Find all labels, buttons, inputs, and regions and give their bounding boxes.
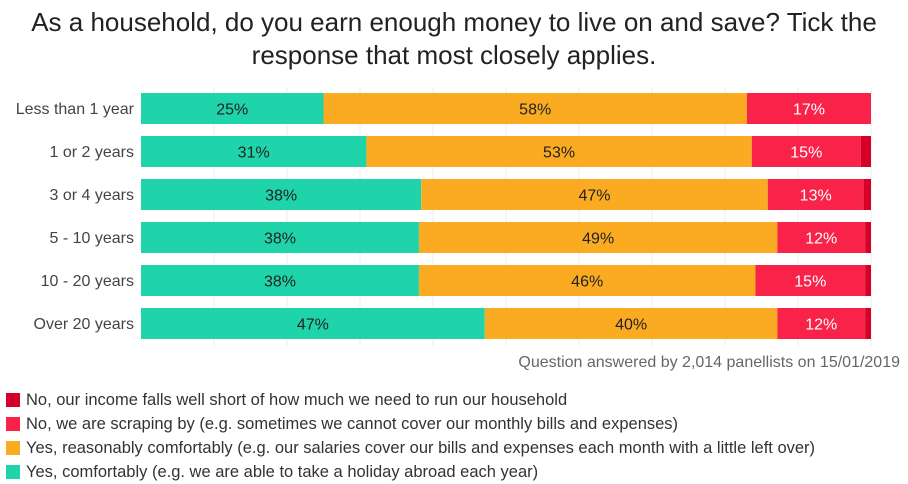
- data-label: 15%: [790, 145, 822, 162]
- data-label: 47%: [578, 188, 610, 205]
- bar-segment: [421, 179, 768, 210]
- bar-segment: [141, 308, 485, 339]
- bar-segment: [865, 222, 871, 253]
- bar-segment: [746, 93, 871, 124]
- legend-swatch: [6, 417, 20, 431]
- data-label: 38%: [264, 231, 296, 248]
- bar-segment: [777, 308, 866, 339]
- data-label: 13%: [800, 188, 832, 205]
- bar-segment: [751, 136, 861, 167]
- data-label: 12%: [805, 231, 837, 248]
- bar-segment: [863, 179, 871, 210]
- bar-segment: [418, 222, 778, 253]
- category-label: 10 - 20 years: [41, 273, 134, 290]
- category-label: 5 - 10 years: [50, 230, 134, 247]
- bar-segment: [366, 136, 752, 167]
- bar-segment: [865, 308, 871, 339]
- bar-chart: Less than 1 year 25% 58% 17% 1 or 2 years 31%…: [16, 88, 872, 346]
- data-label: 15%: [794, 274, 826, 291]
- bar-segment: [865, 265, 871, 296]
- chart-note: Question answered by 2,014 panellists on…: [518, 354, 900, 371]
- bar-segment: [860, 136, 871, 167]
- legend-item[interactable]: No, we are scraping by (e.g. sometimes w…: [6, 412, 815, 436]
- bar-segment: [141, 93, 324, 124]
- category-label: Less than 1 year: [16, 101, 135, 118]
- data-label: 40%: [615, 317, 647, 334]
- data-label: 31%: [238, 145, 270, 162]
- bar-segment: [484, 308, 778, 339]
- data-label: 49%: [582, 231, 614, 248]
- bar-segment: [141, 136, 367, 167]
- legend-item[interactable]: Yes, reasonably comfortably (e.g. our sa…: [6, 436, 815, 460]
- legend-swatch: [6, 465, 20, 479]
- legend: No, our income falls well short of how m…: [6, 388, 815, 484]
- bar-segment: [418, 265, 756, 296]
- data-label: 25%: [216, 102, 248, 119]
- data-label: 38%: [265, 188, 297, 205]
- bar-segment: [767, 179, 864, 210]
- legend-label: No, our income falls well short of how m…: [26, 390, 568, 409]
- bar-segment: [323, 93, 747, 124]
- category-label: Over 20 years: [34, 316, 134, 333]
- data-label: 58%: [519, 102, 551, 119]
- legend-item[interactable]: Yes, comfortably (e.g. we are able to ta…: [6, 460, 815, 484]
- data-label: 53%: [543, 145, 575, 162]
- bar-segment: [141, 265, 419, 296]
- data-label: 46%: [571, 274, 603, 291]
- legend-item[interactable]: No, our income falls well short of how m…: [6, 388, 815, 412]
- bar-segment: [141, 222, 419, 253]
- chart-title: As a household, do you earn enough money…: [31, 7, 877, 70]
- bar-segment: [141, 179, 422, 210]
- bar-segment: [777, 222, 866, 253]
- legend-label: Yes, reasonably comfortably (e.g. our sa…: [26, 438, 816, 457]
- data-label: 17%: [793, 102, 825, 119]
- data-label: 38%: [264, 274, 296, 291]
- legend-label: Yes, comfortably (e.g. we are able to ta…: [26, 462, 539, 481]
- category-label: 3 or 4 years: [50, 187, 134, 204]
- data-label: 12%: [805, 317, 837, 334]
- legend-swatch: [6, 441, 20, 455]
- legend-swatch: [6, 393, 20, 407]
- legend-label: No, we are scraping by (e.g. sometimes w…: [26, 414, 679, 433]
- data-label: 47%: [297, 317, 329, 334]
- category-label: 1 or 2 years: [50, 144, 134, 161]
- bar-segment: [755, 265, 866, 296]
